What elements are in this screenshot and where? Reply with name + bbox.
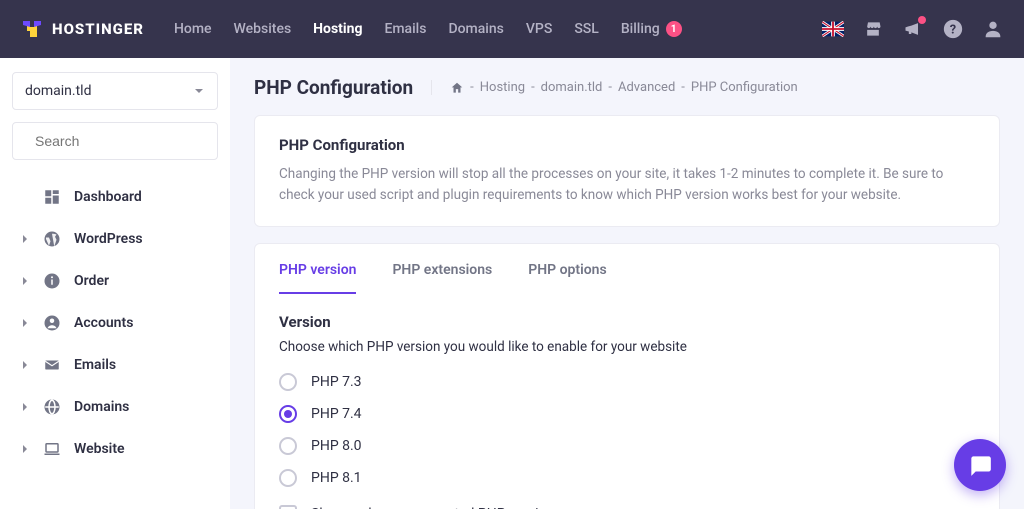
php-version-radio-list: PHP 7.3 PHP 7.4 PHP 8.0 PHP 8.1: [279, 373, 975, 487]
radio-icon: [279, 437, 297, 455]
radio-icon: [279, 373, 297, 391]
notification-dot-icon: [918, 16, 926, 24]
radio-php-81[interactable]: PHP 8.1: [279, 469, 975, 487]
page-header: PHP Configuration - Hosting - domain.tld…: [254, 76, 1000, 99]
nav-vps[interactable]: VPS: [526, 21, 552, 37]
sidebar-item-label: WordPress: [74, 231, 143, 247]
nav-websites[interactable]: Websites: [234, 21, 292, 37]
radio-label: PHP 7.3: [311, 374, 362, 390]
info-card-desc: Changing the PHP version will stop all t…: [279, 164, 975, 206]
logo[interactable]: HOSTINGER: [20, 17, 144, 41]
breadcrumb-item[interactable]: Hosting: [480, 80, 525, 95]
nav-billing[interactable]: Billing 1: [621, 21, 682, 37]
chat-icon: [967, 452, 993, 478]
dashboard-icon: [42, 187, 62, 207]
search-input[interactable]: [35, 133, 216, 149]
nav-links: Home Websites Hosting Emails Domains VPS…: [174, 21, 682, 37]
sidebar-item-wordpress[interactable]: WordPress: [12, 218, 218, 260]
breadcrumb-sep: -: [470, 80, 474, 95]
sidebar: domain.tld Dashboard WordPress Order Acc…: [0, 58, 230, 509]
nav-billing-label: Billing: [621, 21, 660, 37]
mail-icon: [42, 355, 62, 375]
chat-fab-button[interactable]: [954, 439, 1006, 491]
chevron-down-icon: [193, 85, 205, 97]
page-title: PHP Configuration: [254, 76, 413, 99]
breadcrumb-item[interactable]: domain.tld: [541, 80, 603, 95]
brand-name: HOSTINGER: [52, 20, 144, 38]
announcements-icon[interactable]: [902, 18, 924, 40]
breadcrumb-item: PHP Configuration: [691, 80, 798, 95]
chevron-right-icon: [20, 318, 30, 328]
help-icon[interactable]: ?: [942, 18, 964, 40]
svg-text:?: ?: [950, 23, 956, 38]
sidebar-item-order[interactable]: Order: [12, 260, 218, 302]
nav-emails[interactable]: Emails: [384, 21, 426, 37]
radio-php-80[interactable]: PHP 8.0: [279, 437, 975, 455]
nav-domains[interactable]: Domains: [448, 21, 503, 37]
tab-php-extensions[interactable]: PHP extensions: [392, 244, 492, 294]
tab-card: PHP version PHP extensions PHP options V…: [254, 243, 1000, 509]
chevron-right-icon: [20, 234, 30, 244]
home-icon[interactable]: [450, 81, 464, 95]
search-box[interactable]: [12, 122, 218, 160]
topbar-icons: ?: [822, 18, 1004, 40]
logo-icon: [20, 17, 44, 41]
breadcrumb: - Hosting - domain.tld - Advanced - PHP …: [431, 80, 798, 95]
tab-php-options[interactable]: PHP options: [528, 244, 606, 294]
wordpress-icon: [42, 229, 62, 249]
chevron-right-icon: [20, 444, 30, 454]
sidebar-item-label: Accounts: [74, 315, 133, 331]
version-section-desc: Choose which PHP version you would like …: [279, 339, 975, 355]
info-card-title: PHP Configuration: [279, 136, 975, 154]
radio-label: PHP 8.1: [311, 470, 362, 486]
store-icon[interactable]: [862, 18, 884, 40]
sidebar-item-emails[interactable]: Emails: [12, 344, 218, 386]
version-section-title: Version: [279, 313, 975, 331]
checkbox-show-unsupported[interactable]: Show no longer supported PHP versions: [279, 505, 975, 509]
sidebar-item-label: Dashboard: [74, 189, 142, 205]
chevron-right-icon: [20, 402, 30, 412]
laptop-icon: [42, 439, 62, 459]
sidebar-item-accounts[interactable]: Accounts: [12, 302, 218, 344]
info-card: PHP Configuration Changing the PHP versi…: [254, 115, 1000, 227]
tabs: PHP version PHP extensions PHP options: [279, 244, 975, 295]
main-content: PHP Configuration - Hosting - domain.tld…: [230, 58, 1024, 509]
topbar: HOSTINGER Home Websites Hosting Emails D…: [0, 0, 1024, 58]
info-icon: [42, 271, 62, 291]
sidebar-item-label: Domains: [74, 399, 129, 415]
chevron-right-icon: [20, 276, 30, 286]
account-icon[interactable]: [982, 18, 1004, 40]
breadcrumb-item[interactable]: Advanced: [618, 80, 675, 95]
radio-label: PHP 8.0: [311, 438, 362, 454]
radio-icon: [279, 405, 297, 423]
nav-ssl[interactable]: SSL: [574, 21, 599, 37]
sidebar-item-dashboard[interactable]: Dashboard: [12, 176, 218, 218]
language-flag-icon[interactable]: [822, 18, 844, 40]
globe-icon: [42, 397, 62, 417]
tab-php-version[interactable]: PHP version: [279, 244, 356, 294]
radio-php-74[interactable]: PHP 7.4: [279, 405, 975, 423]
radio-php-73[interactable]: PHP 7.3: [279, 373, 975, 391]
domain-selector[interactable]: domain.tld: [12, 72, 218, 110]
billing-badge: 1: [666, 21, 682, 37]
sidebar-item-label: Emails: [74, 357, 116, 373]
breadcrumb-sep: -: [531, 80, 535, 95]
person-icon: [42, 313, 62, 333]
checkbox-icon: [279, 505, 297, 509]
breadcrumb-sep: -: [608, 80, 612, 95]
sidebar-item-domains[interactable]: Domains: [12, 386, 218, 428]
breadcrumb-sep: -: [681, 80, 685, 95]
nav-home[interactable]: Home: [174, 21, 212, 37]
chevron-right-icon: [20, 360, 30, 370]
radio-icon: [279, 469, 297, 487]
nav-hosting[interactable]: Hosting: [313, 21, 362, 37]
sidebar-item-label: Website: [74, 441, 125, 457]
sidebar-item-website[interactable]: Website: [12, 428, 218, 470]
sidebar-item-label: Order: [74, 273, 109, 289]
domain-selected-value: domain.tld: [25, 83, 91, 99]
radio-label: PHP 7.4: [311, 406, 362, 422]
